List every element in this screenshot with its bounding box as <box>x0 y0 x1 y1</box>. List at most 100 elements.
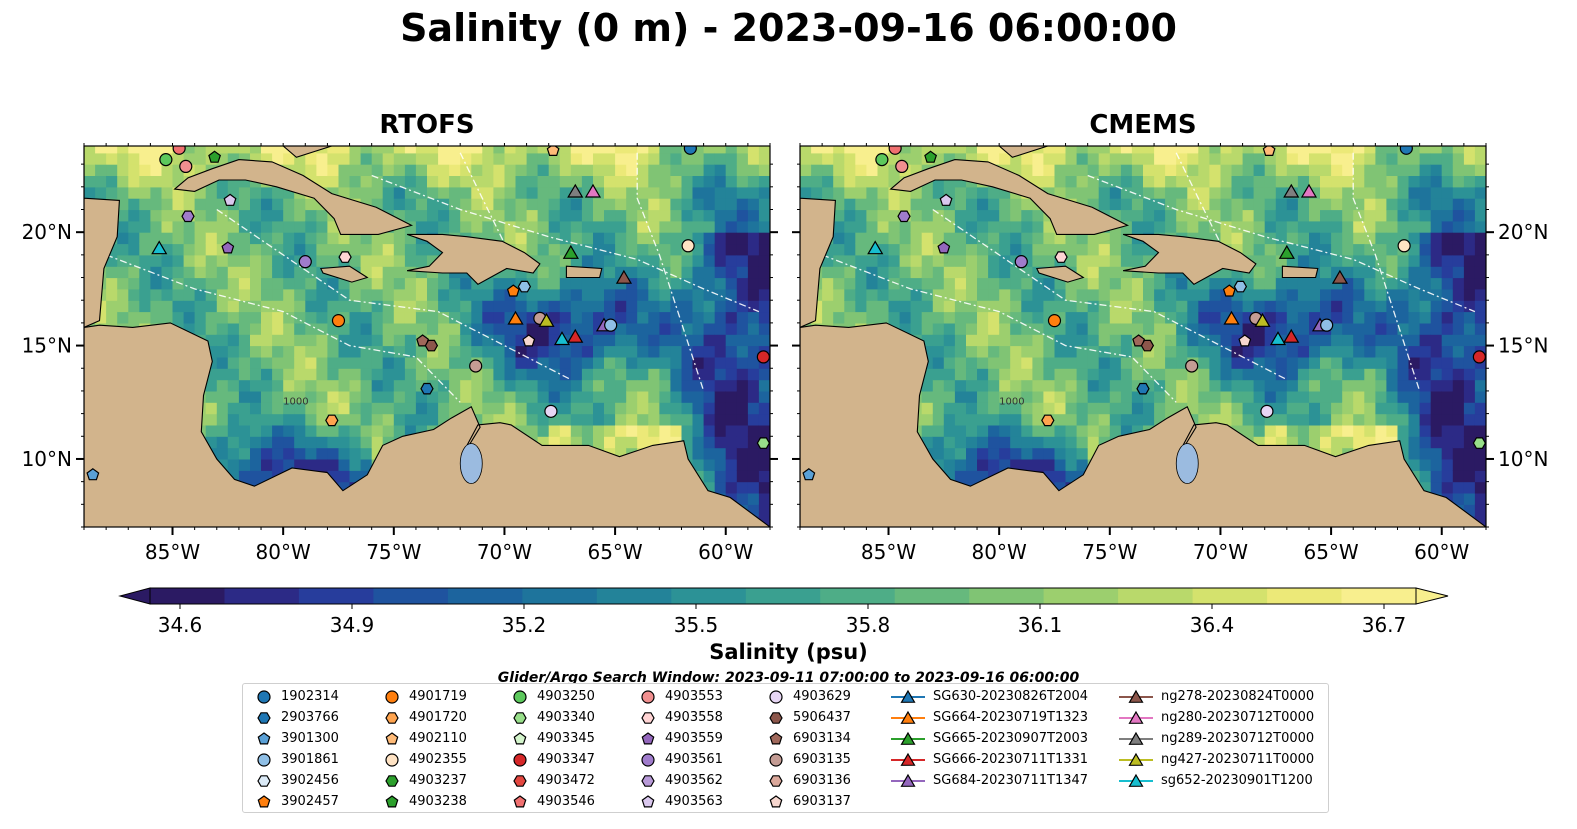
legend-marker <box>257 774 271 787</box>
lon-tick-label: 65°W <box>1303 540 1358 564</box>
map-marker <box>223 193 237 206</box>
map-frame <box>799 145 1487 528</box>
map-marker <box>681 239 695 253</box>
lon-tick-label: 75°W <box>366 540 421 564</box>
lon-tick-label: 70°W <box>1193 540 1248 564</box>
map-marker <box>875 153 889 167</box>
legend-column: 4901719 4901720 4902110 4902355 4903237 49032… <box>381 686 467 812</box>
triangle-marker-icon <box>891 773 925 787</box>
legend-marker <box>641 752 655 767</box>
map-panel-cmems: 1000 85°W 80°W 75°W 70°W 65°W 60°W 10°N 15°N 20°N <box>792 143 1548 564</box>
legend-item: 4901719 <box>381 686 467 707</box>
triangle-marker-icon <box>1119 689 1153 703</box>
colorbar-segment <box>1118 588 1194 604</box>
legend-column: 4903629 5906437 6903134 6903135 6903136 69031… <box>765 686 851 812</box>
legend-marker <box>641 689 655 704</box>
map-marker <box>325 414 339 427</box>
legend-marker <box>1128 773 1144 787</box>
landmass <box>319 265 369 283</box>
map-marker <box>1233 280 1248 293</box>
panel-title-cmems: CMEMS <box>1089 110 1197 140</box>
panel-title-rtofs: RTOFS <box>379 110 475 140</box>
colorbar-tick-label: 35.8 <box>846 613 891 637</box>
landmass <box>173 159 414 235</box>
colorbar-min-extend <box>118 587 151 605</box>
eez-boundary <box>216 208 572 381</box>
colorbar-segment <box>1267 588 1343 604</box>
legend-marker <box>900 689 916 703</box>
legend-label: 6903136 <box>793 773 851 788</box>
lat-tick-label: 20°N <box>22 220 72 244</box>
legend-item: 3902456 <box>253 770 339 791</box>
marker-legend: 1902314 2903766 3901300 3901861 3902456 39024… <box>242 683 1329 813</box>
legend-label: 6903135 <box>793 752 851 767</box>
map-marker <box>1300 183 1318 198</box>
legend-marker <box>1128 731 1144 745</box>
map-panel-rtofs: 1000 85°W 80°W 75°W 70°W 65°W 60°W 10°N 15°N 20°N <box>22 143 778 564</box>
map-marker <box>1047 314 1062 328</box>
legend-label: ng427-20230711T0000 <box>1161 752 1315 767</box>
legend-label: SG664-20230719T1323 <box>933 710 1089 725</box>
legend-label: 4903237 <box>409 773 467 788</box>
legend-marker <box>641 711 655 724</box>
map-marker <box>584 183 602 198</box>
colorbar-segment <box>1043 588 1119 604</box>
legend-marker <box>513 752 527 767</box>
lat-tick-label: 15°N <box>22 334 72 358</box>
pentagon-marker-icon <box>641 794 655 807</box>
landmass <box>1035 265 1085 283</box>
colorbar-tick-label: 36.7 <box>1362 613 1407 637</box>
triangle-marker-icon <box>1119 731 1153 745</box>
map-marker <box>517 280 532 293</box>
legend-item: SG665-20230907T2003 <box>889 728 1088 749</box>
circle-marker-icon <box>385 752 399 767</box>
lake-maracaibo <box>459 443 483 484</box>
legend-item: 4903561 <box>637 749 723 770</box>
legend-item: SG666-20230711T1331 <box>889 749 1088 770</box>
map-marker <box>208 150 222 163</box>
map-marker <box>522 334 536 347</box>
hexagon-marker-icon <box>641 774 655 787</box>
map-marker <box>1041 414 1055 427</box>
map-marker <box>506 284 520 297</box>
map-marker <box>939 193 953 206</box>
map-marker <box>298 255 312 269</box>
legend-item: sg652-20230901T1200 <box>1117 770 1314 791</box>
lon-tick-label: 85°W <box>145 540 200 564</box>
legend-marker <box>385 752 399 767</box>
circle-marker-icon <box>513 689 527 704</box>
legend-item: 3901861 <box>253 749 339 770</box>
legend-label: 4903472 <box>537 773 595 788</box>
triangle-marker-icon <box>891 752 925 766</box>
legend-label: 4901720 <box>409 710 467 725</box>
legend-item: ng427-20230711T0000 <box>1117 749 1314 770</box>
legend-marker <box>385 711 399 724</box>
pentagon-marker-icon <box>769 731 783 744</box>
colorbar-segment <box>298 588 374 604</box>
map-figure: 1000 85°W 80°W 75°W 70°W 65°W 60°W 10°N 15°N 20°N… <box>22 143 1548 637</box>
map-marker <box>888 146 902 155</box>
legend-marker <box>900 731 916 745</box>
lon-tick-label: 85°W <box>861 540 916 564</box>
legend-item: 6903136 <box>765 770 851 791</box>
legend-label: 4903345 <box>537 731 595 746</box>
legend-item: 1902314 <box>253 686 339 707</box>
legend-item: 4903340 <box>509 707 595 728</box>
colorbar-segment <box>1341 588 1417 604</box>
legend-label: 3901861 <box>281 752 339 767</box>
map-marker <box>924 150 938 163</box>
colorbar-segment <box>522 588 598 604</box>
pentagon-marker-icon <box>385 731 399 744</box>
circle-marker-icon <box>769 752 783 767</box>
map-marker <box>897 210 911 223</box>
legend-item: 3901300 <box>253 728 339 749</box>
eez-boundary <box>371 174 760 313</box>
map-marker <box>567 183 584 198</box>
map-marker <box>562 244 579 259</box>
legend-item: 4903472 <box>509 770 595 791</box>
lon-tick-label: 60°W <box>698 540 753 564</box>
legend-item: 6903135 <box>765 749 851 770</box>
map-marker <box>604 318 618 332</box>
map-marker <box>221 241 235 254</box>
legend-label: 4903563 <box>665 794 723 809</box>
